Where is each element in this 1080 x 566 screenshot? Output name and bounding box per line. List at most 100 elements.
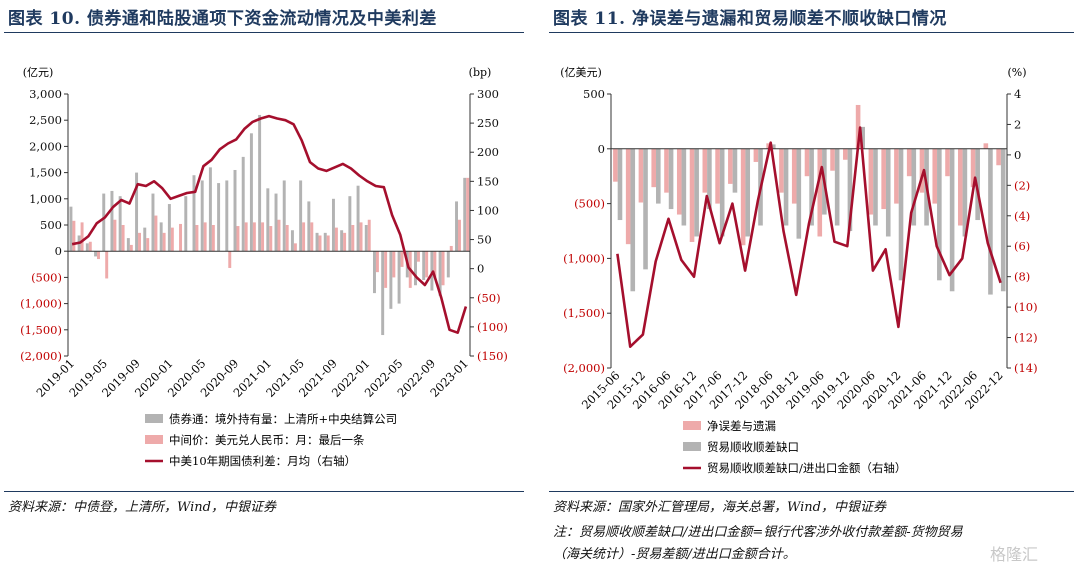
bar-series-1 (151, 193, 155, 252)
right-axis-unit: (bp) (469, 66, 492, 79)
bar-series-2 (745, 148, 751, 237)
bar-series-1 (804, 148, 810, 177)
bar-series-2 (162, 232, 166, 252)
bar-series-2 (105, 251, 109, 279)
bar-series-2 (252, 222, 256, 252)
bar-series-1 (689, 148, 695, 242)
bar-series-2 (937, 148, 942, 281)
bar-series-2 (1000, 148, 1006, 292)
bar-series-2 (416, 251, 420, 262)
left-tick-label: 0 (598, 142, 605, 156)
bar-series-1 (791, 148, 797, 204)
bar-series-1 (200, 180, 204, 252)
right-tick-label: (150) (477, 349, 508, 363)
bar-series-1 (728, 148, 733, 184)
source-rule-right (549, 491, 1074, 492)
bar-series-1 (85, 243, 89, 252)
bar-series-2 (170, 227, 174, 252)
right-tick-label: 100 (477, 203, 499, 217)
bar-series-2 (707, 148, 712, 210)
bar-series-1 (463, 177, 467, 252)
right-axis-unit: (%) (1007, 66, 1026, 79)
bar-series-1 (397, 251, 401, 304)
bar-series-2 (425, 251, 429, 278)
left-tick-label: 500 (40, 218, 62, 232)
bar-series-1 (830, 148, 835, 171)
legend-label: 贸易顺收顺差缺口/进出口金额（右轴） (707, 461, 906, 475)
legend-label: 贸易顺收顺差缺口 (707, 440, 799, 454)
bar-series-1 (422, 251, 426, 281)
bar-series-1 (364, 225, 368, 252)
bar-series-2 (113, 219, 117, 252)
bar-series-1 (414, 251, 417, 286)
bar-series-2 (400, 251, 404, 267)
bar-series-2 (962, 148, 968, 237)
bar-series-2 (277, 219, 281, 252)
bar-series-1 (381, 251, 385, 336)
legend-swatch (145, 414, 163, 423)
bar-series-2 (457, 219, 461, 252)
bar-series-2 (146, 238, 150, 252)
bar-series-1 (241, 156, 245, 252)
bar-series-2 (367, 219, 371, 252)
bar-series-1 (167, 204, 171, 252)
left-tick-label: 2,500 (29, 113, 62, 127)
bar-series-1 (331, 198, 335, 252)
bar-series-2 (988, 148, 993, 295)
left-tick-label: (2,000) (563, 361, 605, 375)
bar-series-2 (359, 222, 363, 252)
right-tick-label: (12) (1014, 331, 1038, 345)
right-tick-label: 0 (1014, 148, 1021, 162)
bar-series-2 (449, 245, 453, 252)
bar-series-2 (244, 222, 248, 252)
title-rule-right (549, 32, 1074, 33)
right-tick-label: 250 (477, 116, 499, 130)
bar-series-2 (318, 235, 322, 252)
bar-series-2 (466, 177, 470, 252)
bar-series-2 (293, 243, 297, 252)
right-tick-label: (2) (1014, 178, 1030, 192)
bar-series-1 (102, 193, 106, 252)
bar-series-1 (613, 148, 618, 182)
legend-label: 净误差与遗漏 (707, 419, 776, 433)
bar-series-2 (796, 148, 802, 239)
bar-series-1 (274, 193, 278, 252)
bar-series-1 (233, 169, 237, 252)
legend-label: 中间价：美元兑人民币：月：最后一条 (169, 433, 365, 447)
bar-series-2 (211, 225, 215, 252)
bar-series-1 (258, 114, 262, 252)
bar-series-2 (783, 148, 789, 226)
bar-series-1 (282, 180, 286, 252)
bar-series-1 (753, 148, 759, 162)
bar-series-1 (881, 148, 886, 210)
right-tick-label: (100) (477, 320, 508, 334)
left-tick-label: 500 (583, 87, 605, 101)
bar-series-2 (433, 251, 437, 278)
right-tick-label: 300 (477, 87, 499, 101)
bar-series-1 (389, 251, 393, 309)
left-tick-label: (500) (574, 197, 605, 211)
chart-title-left: 图表 10. 债券通和陆股通项下资金流动情况及中美利差 (8, 9, 437, 29)
left-axis-unit: (亿美元) (560, 66, 602, 79)
note-line-2: （海关统计）-贸易差额/进出口金额合计。 (553, 547, 796, 562)
right-tick-label: (50) (477, 291, 501, 305)
chart-panel-left: 图表 10. 债券通和陆股通项下资金流动情况及中美利差 (亿元) (bp) 3,00… (0, 0, 530, 566)
bar-series-2 (885, 148, 891, 237)
bar-series-2 (617, 148, 623, 221)
chart-panel-right: 图表 11. 净误差与遗漏和贸易顺差不顺收缺口情况 (亿美元) (%) 500 0 (5… (545, 0, 1080, 566)
left-tick-label: 3,000 (29, 87, 62, 101)
right-tick-label: 0 (477, 262, 484, 276)
bar-series-1 (868, 148, 874, 215)
bar-series-1 (225, 180, 229, 252)
bar-series-1 (299, 180, 303, 252)
bar-series-1 (438, 251, 442, 296)
bar-series-1 (192, 175, 196, 252)
bar-series-2 (860, 126, 865, 149)
bar-series-1 (430, 251, 434, 291)
bar-series-1 (315, 232, 319, 252)
bar-series-1 (906, 148, 912, 177)
bar-series-1 (957, 148, 963, 226)
bar-series-1 (118, 196, 122, 252)
bar-series-1 (945, 148, 950, 177)
bar-series-1 (983, 143, 989, 149)
